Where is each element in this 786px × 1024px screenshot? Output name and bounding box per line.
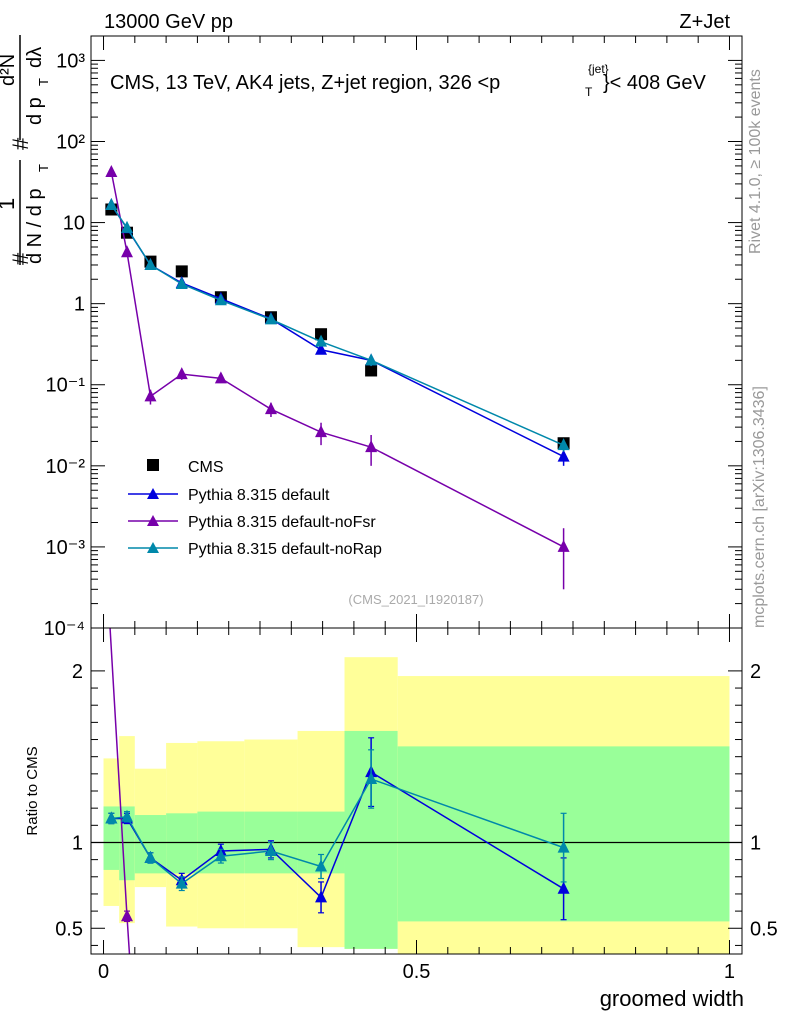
main-panel-series [105,165,570,590]
x-tick-label: 1 [724,961,735,983]
data-point-pythia-8-315-default-nofsr [120,245,133,258]
ylabel-dlambda: dλ [24,47,46,68]
data-point-cms [365,364,378,377]
process-label: Z+Jet [679,11,730,33]
ratio-y-tick-label-left: 2 [72,661,83,683]
data-point-pythia-8-315-default-nofsr [557,539,570,552]
ratio-point-pythia-8-315-default-nofsr [120,909,133,922]
ratio-point-pythia-8-315-default-norap [105,811,118,824]
main-title-end: }< 408 GeV [603,72,707,94]
ratio-point-pythia-8-315-default-norap [264,844,277,857]
data-point-pythia-8-315-default-norap [214,293,227,306]
legend-label-norap: Pythia 8.315 default-noRap [188,541,382,558]
data-point-pythia-8-315-default-nofsr [105,165,118,178]
ratio-panel-bands [103,657,730,954]
data-point-cms [315,328,328,341]
x-axis-label: groomed width [600,986,744,1011]
ratio-inner-band [166,813,198,874]
rivet-version-label: Rivet 4.1.0, ≥ 100k events [747,69,764,254]
x-tick-label: 0 [98,961,109,983]
mcplots-label: mcplots.cern.ch [arXiv:1306.3436] [751,386,768,628]
analysis-id: (CMS_2021_I1920187) [348,592,483,607]
ylabel-denominator-sub: T [36,164,51,172]
main-y-axis-label: # 1 d N / d p T # d²N d p T dλ [0,35,51,265]
main-y-tick-label: 10 [63,213,85,235]
ratio-y-tick-label-right: 1 [750,832,761,854]
data-point-pythia-8-315-default-nofsr [315,425,328,438]
legend: CMS Pythia 8.315 default Pythia 8.315 de… [128,459,382,558]
data-point-pythia-8-315-default-nofsr [175,367,188,380]
ratio-y-tick-label-right: 0.5 [750,918,778,940]
legend-label-cms: CMS [188,459,224,476]
ratio-point-pythia-8-315-default-norap [144,850,157,863]
ratio-point-pythia-8-315-default-norap [175,876,188,889]
ratio-panel-series [105,628,570,954]
ratio-point-pythia-8-315-default [557,881,570,894]
data-point-pythia-8-315-default [315,342,328,355]
legend-marker-default [147,488,159,499]
ratio-y-axis-label: Ratio to CMS [24,746,41,835]
ratio-point-pythia-8-315-default-norap [214,849,227,862]
data-point-pythia-8-315-default-norap [264,312,277,325]
ratio-inner-band [134,815,167,874]
ratio-point-pythia-8-315-default-norap [315,859,328,872]
ratio-y-tick-label-left: 1 [72,832,83,854]
legend-marker-nofsr [147,515,159,526]
main-panel-frame [90,35,743,629]
main-y-tick-label: 10⁻¹ [46,375,86,397]
data-point-pythia-8-315-default [557,449,570,462]
ylabel-denominator: d N / d p [24,188,46,264]
data-point-pythia-8-315-default-norap [557,438,570,451]
series-line-pythia-8-315-default-nofsr [110,171,564,548]
main-title-text: CMS, 13 TeV, AK4 jets, Z+jet region, 326… [110,72,500,94]
ylabel-hash-2: # [8,137,33,150]
data-point-pythia-8-315-default-norap [365,353,378,366]
main-y-tick-label: 10⁻³ [46,537,86,559]
data-point-pythia-8-315-default-nofsr [365,440,378,453]
data-point-pythia-8-315-default-nofsr [144,389,157,402]
legend-label-nofsr: Pythia 8.315 default-noFsr [188,514,376,531]
ylabel-dpt-sub: T [36,78,51,86]
ylabel-d2n: d²N [0,54,19,86]
ratio-y-tick-label-right: 2 [750,661,761,683]
main-title-subscript: T [585,85,593,99]
main-title: CMS, 13 TeV, AK4 jets, Z+jet region, 326… [110,62,707,99]
main-panel-ticks: 10⁻⁴ 10⁻³ 10⁻² 10⁻¹ 1 10 10² 10³ [44,35,742,640]
main-y-tick-label: 10³ [56,50,85,72]
main-title-superscript: {jet} [588,62,609,76]
data-point-pythia-8-315-default-norap [315,334,328,347]
ratio-panel-frame [90,627,743,955]
series-line-pythia-8-315-default [110,204,564,458]
ratio-y-tick-label-left: 0.5 [55,918,83,940]
data-point-pythia-8-315-default-nofsr [214,371,227,384]
data-point-pythia-8-315-default-nofsr [264,402,277,415]
main-y-tick-label: 10⁻⁴ [44,618,85,640]
energy-label: 13000 GeV pp [104,11,233,33]
legend-marker-cms [147,459,159,471]
main-y-tick-label: 1 [74,294,85,316]
ylabel-one: 1 [0,198,19,210]
ratio-panel-ticks: 0 0.5 1 0.5 0.5 1 1 2 2 [55,628,778,983]
data-point-pythia-8-315-default-norap [175,276,188,289]
x-tick-label: 0.5 [403,961,431,983]
ylabel-dpt: d p [24,97,46,125]
main-y-tick-label: 10² [56,131,85,153]
series-line-pythia-8-315-default-norap [110,204,564,446]
ratio-point-pythia-8-315-default-norap [557,840,570,853]
main-y-tick-label: 10⁻² [46,456,86,478]
ratio-point-pythia-8-315-default [315,890,328,903]
data-point-pythia-8-315-default-norap [144,257,157,270]
data-point-pythia-8-315-default-norap [120,220,133,233]
ratio-point-pythia-8-315-default-norap [365,771,378,784]
ratio-point-pythia-8-315-default-norap [120,809,133,822]
legend-label-default: Pythia 8.315 default [188,487,330,504]
data-point-pythia-8-315-default-norap [105,197,118,210]
data-point-cms [175,265,188,278]
legend-marker-norap [147,542,159,553]
